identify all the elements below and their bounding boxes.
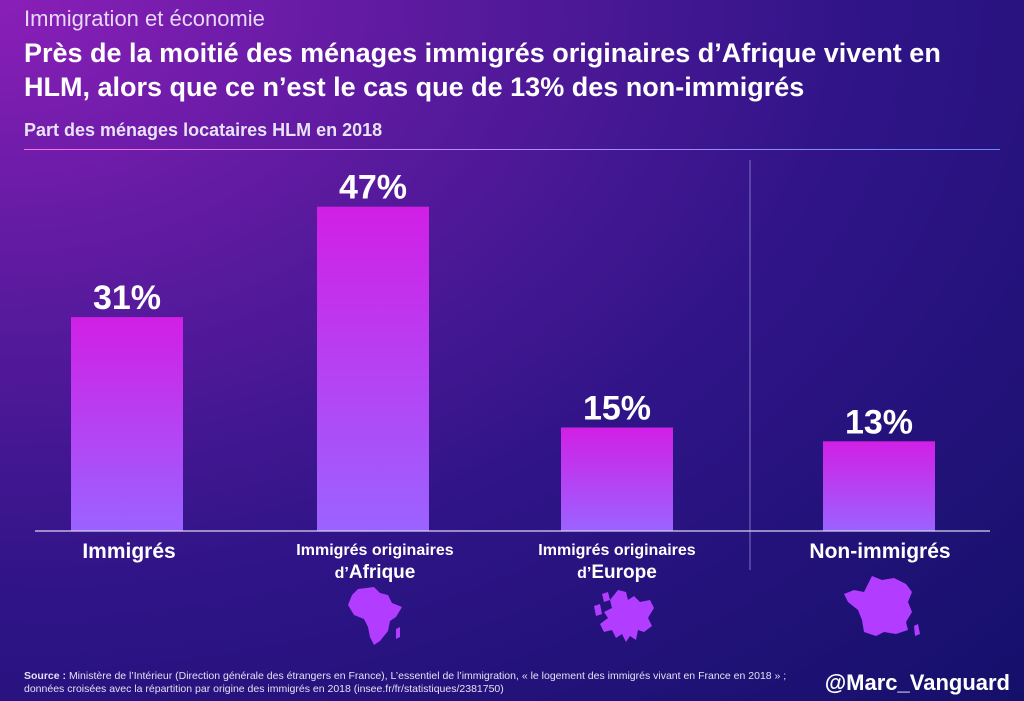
source-note: Source : Ministère de l’Intérieur (Direc…	[24, 670, 814, 696]
data-label-afrique: 47%	[339, 169, 407, 207]
category-label-afrique-line1: Immigrés originaires	[296, 542, 454, 559]
africa-map-icon	[348, 587, 402, 645]
category-label-europe-line2: d’Europe	[512, 562, 722, 585]
category-label-europe-region: Europe	[591, 562, 657, 583]
category-label-europe-line1: Immigrés originaires	[538, 542, 696, 559]
category-label-afrique-region: Afrique	[348, 562, 416, 583]
category-label-europe-prefix: d’	[577, 565, 592, 582]
source-label: Source :	[24, 670, 67, 682]
category-label-immigres: Immigrés	[82, 540, 176, 563]
category-label-afrique-line2: d’Afrique	[270, 562, 480, 585]
title-divider	[24, 149, 1000, 150]
france-map-icon	[844, 576, 920, 636]
kicker-text: Immigration et économie	[24, 6, 265, 31]
category-label-europe: Immigrés originaires d’Europe	[512, 540, 722, 585]
chart-subtitle: Part des ménages locataires HLM en 2018	[24, 120, 383, 140]
category-label-non-immigres: Non-immigrés	[809, 540, 951, 563]
category-label-afrique: Immigrés originaires d’Afrique	[270, 540, 480, 585]
europe-map-icon	[594, 590, 654, 642]
bar-immigres	[71, 317, 183, 531]
category-label-afrique-prefix: d’	[334, 565, 349, 582]
bar-non-immigres	[823, 441, 935, 531]
bar-europe	[561, 427, 673, 531]
data-label-europe: 15%	[583, 390, 651, 428]
bar-chart: 31% 47% 15% 13%	[35, 160, 990, 570]
data-label-immigres: 31%	[93, 279, 161, 317]
bar-afrique	[317, 206, 429, 531]
author-handle: @Marc_Vanguard	[824, 670, 1010, 695]
chart-title: Près de la moitié des ménages immigrés o…	[24, 38, 941, 102]
data-label-non-immigres: 13%	[845, 403, 913, 441]
source-text: Ministère de l’Intérieur (Direction géné…	[24, 670, 787, 695]
